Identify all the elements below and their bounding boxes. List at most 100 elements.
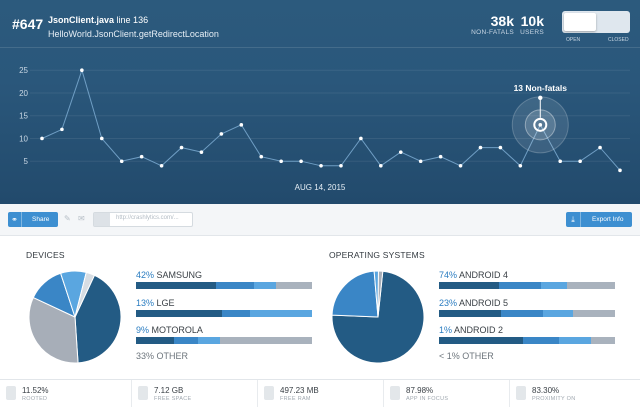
- pie-slice-other[interactable]: [377, 270, 384, 318]
- ram-icon: [264, 386, 274, 400]
- devices-row-other: 33% OTHER: [136, 351, 188, 361]
- export-info-button[interactable]: ⤓ Export Info: [566, 212, 632, 227]
- share-button[interactable]: ⚭ Share: [8, 212, 58, 227]
- data-point[interactable]: [418, 159, 423, 164]
- data-point[interactable]: [139, 154, 144, 159]
- highlight-marker[interactable]: 13 Non-fatals: [511, 83, 569, 154]
- lock-icon: [94, 213, 110, 226]
- y-axis: 5 10 15 20 25: [19, 66, 28, 166]
- highlight-point: [533, 117, 548, 132]
- download-icon: ⤓: [566, 212, 581, 227]
- data-point[interactable]: [438, 154, 443, 159]
- data-point[interactable]: [359, 136, 363, 141]
- devices-pct: 13%: [136, 298, 155, 308]
- data-point[interactable]: [119, 159, 124, 164]
- data-point[interactable]: [159, 163, 164, 168]
- devices-bar: [136, 310, 312, 317]
- data-point[interactable]: [299, 159, 303, 164]
- devices-row-motorola: 9% MOTOROLA: [136, 325, 312, 344]
- stat-value: 11.52%: [22, 386, 49, 395]
- devices-name: LGE: [156, 298, 175, 308]
- data-point[interactable]: [319, 163, 323, 168]
- devices-bar: [136, 337, 312, 344]
- stat-non-fatals-label: NON-FATALS: [471, 29, 514, 36]
- stat-non-fatals-value: 38k: [490, 13, 514, 29]
- export-button-label: Export Info: [592, 216, 624, 223]
- y-tick-label: 20: [19, 89, 28, 98]
- data-point[interactable]: [398, 150, 403, 154]
- data-point[interactable]: [339, 163, 343, 168]
- os-pct: 23%: [439, 298, 458, 308]
- rooted-icon: [6, 386, 16, 400]
- data-point[interactable]: [558, 159, 563, 164]
- devices-title: DEVICES: [26, 250, 65, 260]
- os-row-other: < 1% OTHER: [439, 351, 494, 361]
- pie-slice-rest[interactable]: [74, 271, 96, 318]
- stat-users-label: USERS: [520, 29, 544, 36]
- data-point[interactable]: [179, 145, 184, 150]
- stat-value: 7.12 GB: [154, 386, 184, 395]
- data-point[interactable]: [219, 132, 224, 136]
- highlight-label: 13 Non-fatals: [514, 83, 568, 93]
- data-point[interactable]: [498, 145, 503, 150]
- os-bar: [439, 337, 615, 344]
- proximity-icon: [516, 386, 526, 400]
- os-bar: [439, 310, 615, 317]
- os-title: OPERATING SYSTEMS: [329, 250, 425, 260]
- os-name: ANDROID 4: [459, 270, 509, 280]
- data-point[interactable]: [578, 159, 582, 164]
- data-point[interactable]: [518, 163, 523, 168]
- devices-name: MOTOROLA: [151, 325, 203, 335]
- open-closed-toggle[interactable]: [562, 11, 630, 33]
- stat-label: ROOTED: [22, 396, 48, 402]
- pie-slice-other[interactable]: [28, 296, 79, 364]
- data-point[interactable]: [598, 145, 602, 150]
- stat-rooted: 11.52% ROOTED: [0, 380, 132, 407]
- stat-label: APP IN FOCUS: [406, 396, 449, 402]
- issue-number: #647: [12, 16, 44, 32]
- data-point[interactable]: [259, 154, 264, 159]
- share-button-label: Share: [32, 216, 50, 223]
- data-point[interactable]: [379, 163, 383, 168]
- devices-name: SAMSUNG: [156, 270, 203, 280]
- trend-points: [40, 68, 622, 173]
- stat-value: 87.98%: [406, 386, 434, 395]
- data-point[interactable]: [458, 163, 463, 168]
- stat-value: 497.23 MB: [280, 386, 319, 395]
- data-point[interactable]: [478, 145, 483, 150]
- share-toolbar: ⚭ Share ✎ ✉ http://crashlytics.com/... ⤓…: [0, 204, 640, 236]
- y-tick-label: 25: [19, 66, 28, 75]
- data-point[interactable]: [239, 123, 244, 127]
- stat-proximity-on: 83.30% PROXIMITY ON: [510, 380, 640, 407]
- devices-pct: 33%: [136, 351, 155, 361]
- os-pie-chart: [331, 270, 425, 364]
- email-icon[interactable]: ✉: [78, 214, 85, 223]
- os-row-android-2: 1% ANDROID 2: [439, 325, 615, 344]
- data-point[interactable]: [99, 136, 104, 141]
- toggle-closed-label: CLOSED: [608, 37, 629, 43]
- disk-icon: [138, 386, 148, 400]
- data-point[interactable]: [279, 159, 283, 164]
- stat-label: PROXIMITY ON: [532, 396, 576, 402]
- data-point[interactable]: [60, 127, 64, 132]
- pie-slice-android-5[interactable]: [331, 270, 379, 318]
- pie-slice-samsung[interactable]: [74, 274, 122, 364]
- toggle-open-label: OPEN: [566, 37, 581, 43]
- toggle-knob[interactable]: [564, 13, 596, 31]
- data-point[interactable]: [80, 68, 84, 73]
- twitter-icon[interactable]: ✎: [64, 214, 71, 223]
- os-pct: 1%: [439, 325, 453, 335]
- data-point[interactable]: [40, 136, 44, 141]
- os-name: OTHER: [462, 351, 494, 361]
- share-url-field[interactable]: http://crashlytics.com/...: [93, 212, 193, 227]
- stat-users: 10k USERS: [520, 13, 544, 36]
- os-row-android-4: 74% ANDROID 4: [439, 270, 615, 289]
- focus-icon: [390, 386, 400, 400]
- data-point[interactable]: [199, 150, 204, 154]
- y-tick-label: 15: [19, 112, 28, 121]
- devices-pie-chart: [28, 270, 122, 364]
- issue-line: line 136: [116, 15, 149, 25]
- data-point[interactable]: [618, 168, 622, 173]
- device-stats-footer: 11.52% ROOTED 7.12 GB FREE SPACE 497.23 …: [0, 379, 640, 407]
- stat-label: FREE SPACE: [154, 396, 192, 402]
